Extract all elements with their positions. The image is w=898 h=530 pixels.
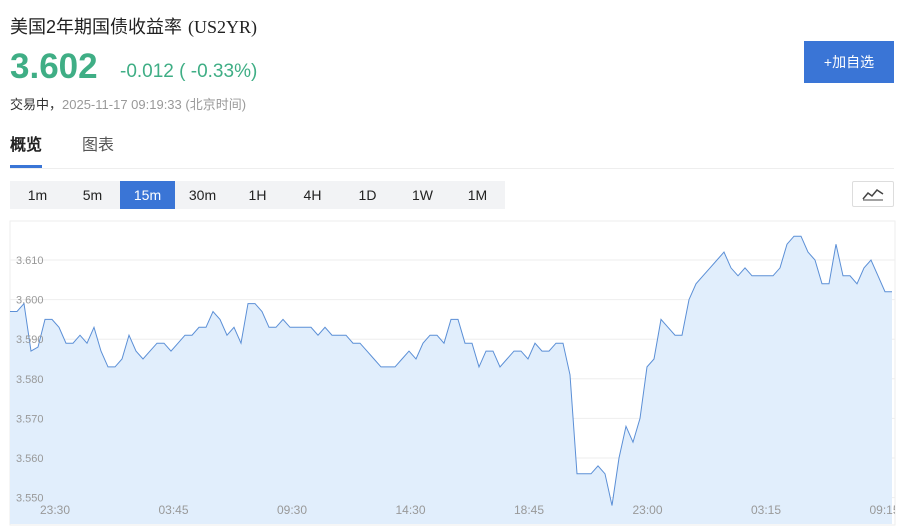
y-tick-label: 3.600	[16, 295, 44, 307]
area-fill	[10, 236, 892, 524]
interval-30m[interactable]: 30m	[188, 187, 217, 203]
interval-1mo[interactable]: 1M	[467, 187, 488, 203]
tab-bar: 概览 图表	[10, 136, 894, 169]
x-tick-label: 23:00	[632, 503, 662, 517]
price-line	[10, 235, 892, 506]
timestamp-value: 2025-11-17 09:19:33	[62, 97, 182, 112]
change-percent: ( -0.33%)	[179, 61, 258, 82]
trading-status: 交易中，2025-11-17 09:19:33 (北京时间)	[10, 94, 246, 113]
title-text: 美国2年期国债收益率	[10, 17, 183, 37]
y-tick-label: 3.610	[16, 255, 44, 267]
interval-15m[interactable]: 15m	[120, 181, 175, 209]
interval-1d[interactable]: 1D	[358, 187, 377, 203]
interval-selector: 1m 5m 15m 30m 1H 4H 1D 1W 1M	[10, 181, 505, 209]
interval-1m[interactable]: 1m	[27, 187, 48, 203]
interval-4h[interactable]: 4H	[303, 187, 322, 203]
timestamp: 2025-11-17 09:19:33 (北京时间)	[62, 97, 246, 112]
interval-1w[interactable]: 1W	[412, 187, 433, 203]
y-tick-label: 3.550	[16, 493, 44, 505]
interval-5m[interactable]: 5m	[82, 187, 103, 203]
price-change: -0.012 ( -0.33%)	[120, 61, 257, 83]
timezone: (北京时间)	[185, 97, 247, 112]
x-tick-label: 03:15	[751, 503, 781, 517]
instrument-title: 美国2年期国债收益率 (US2YR)	[10, 13, 257, 39]
tab-chart[interactable]: 图表	[82, 137, 115, 154]
ticker-code: (US2YR)	[188, 17, 258, 37]
x-tick-label: 23:30	[40, 503, 70, 517]
x-tick-label: 18:45	[514, 503, 544, 517]
line-chart-icon	[862, 189, 884, 201]
change-value: -0.012	[120, 61, 174, 82]
status-text: 交易中，	[10, 97, 63, 112]
x-tick-label: 14:30	[395, 503, 425, 517]
y-tick-label: 3.590	[16, 334, 44, 346]
y-tick-label: 3.570	[16, 413, 44, 425]
interval-1h[interactable]: 1H	[248, 187, 267, 203]
add-to-watchlist-button[interactable]: +加自选	[804, 41, 894, 83]
current-price: 3.602	[10, 47, 98, 86]
chart-type-button[interactable]	[852, 181, 894, 207]
y-tick-label: 3.580	[16, 374, 44, 386]
x-tick-label: 03:45	[158, 503, 188, 517]
x-tick-label: 09:15	[869, 503, 898, 517]
x-tick-label: 09:30	[277, 503, 307, 517]
tab-overview[interactable]: 概览	[10, 136, 43, 168]
y-tick-label: 3.560	[16, 453, 44, 465]
